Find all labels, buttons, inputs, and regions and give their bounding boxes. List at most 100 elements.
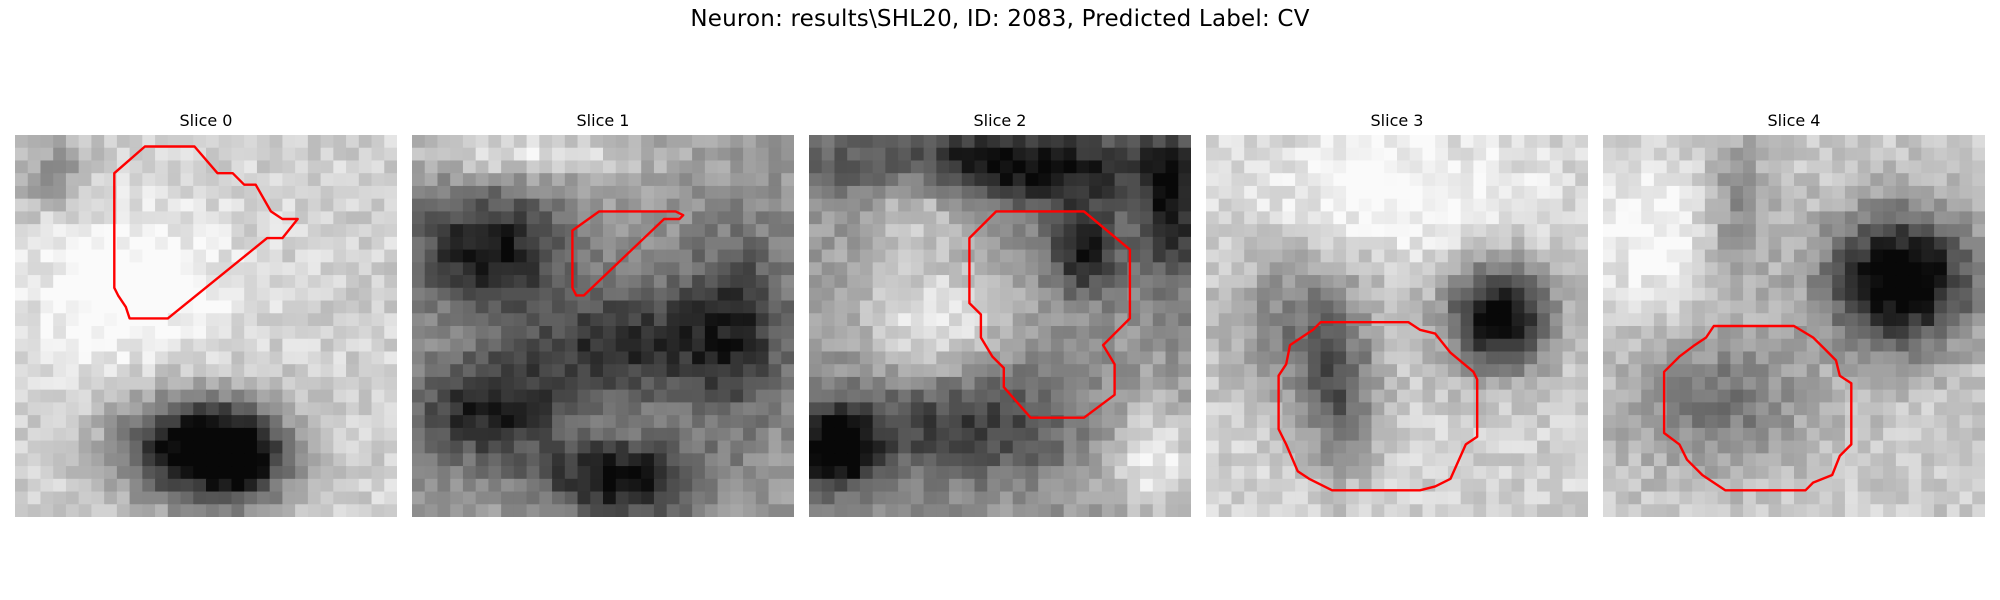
image-pixel <box>1615 198 1630 212</box>
image-pixel <box>1409 300 1424 314</box>
image-pixel <box>539 135 553 149</box>
image-pixel <box>821 402 836 416</box>
image-pixel <box>180 466 194 480</box>
image-pixel <box>1256 504 1271 517</box>
image-pixel <box>847 364 861 378</box>
image-pixel <box>1333 173 1347 187</box>
image-pixel <box>1921 440 1935 454</box>
image-pixel <box>1320 173 1334 187</box>
image-pixel <box>1076 440 1090 454</box>
image-pixel <box>692 415 706 429</box>
image-pixel <box>1089 427 1103 442</box>
image-pixel <box>653 415 668 429</box>
image-pixel <box>78 326 92 340</box>
image-pixel <box>475 300 489 314</box>
image-pixel <box>180 313 194 327</box>
image-pixel <box>129 198 143 212</box>
image-pixel <box>910 185 925 200</box>
image-pixel <box>333 491 347 505</box>
image-pixel <box>641 135 655 149</box>
image-pixel <box>949 376 963 391</box>
image-pixel <box>1666 351 1680 365</box>
image-pixel <box>936 300 950 314</box>
image-pixel <box>129 440 143 454</box>
image-pixel <box>1140 351 1154 365</box>
image-pixel <box>1050 236 1065 251</box>
image-pixel <box>1231 185 1245 200</box>
image-pixel <box>1498 389 1513 403</box>
image-pixel <box>1743 453 1757 467</box>
image-pixel <box>526 466 540 480</box>
image-pixel <box>704 478 719 493</box>
image-pixel <box>1114 300 1128 314</box>
image-pixel <box>949 478 963 493</box>
image-pixel <box>488 326 502 340</box>
image-pixel <box>590 491 604 505</box>
image-pixel <box>180 376 194 391</box>
image-pixel <box>1511 211 1525 225</box>
image-pixel <box>1346 313 1360 327</box>
image-pixel <box>1282 275 1296 289</box>
image-pixel <box>704 326 719 340</box>
image-pixel <box>346 338 360 353</box>
image-pixel <box>974 300 988 314</box>
image-pixel <box>1063 389 1077 403</box>
image-pixel <box>743 326 757 340</box>
image-pixel <box>653 440 668 454</box>
image-pixel <box>1269 338 1283 353</box>
image-pixel <box>244 198 258 212</box>
image-pixel <box>834 287 848 302</box>
image-pixel <box>1511 236 1525 251</box>
image-pixel <box>1844 198 1859 212</box>
image-pixel <box>949 249 963 263</box>
image-pixel <box>1870 160 1884 174</box>
image-pixel <box>628 147 642 162</box>
image-pixel <box>450 313 464 327</box>
image-pixel <box>603 504 617 517</box>
image-pixel <box>1895 224 1910 238</box>
image-pixel <box>269 338 283 353</box>
image-pixel <box>15 338 29 353</box>
image-pixel <box>1704 160 1719 174</box>
image-pixel <box>1615 135 1630 149</box>
image-pixel <box>488 376 502 391</box>
image-pixel <box>987 402 1001 416</box>
image-pixel <box>936 376 950 391</box>
image-pixel <box>1089 173 1103 187</box>
image-pixel <box>1895 466 1910 480</box>
image-pixel <box>65 453 80 467</box>
image-pixel <box>679 275 693 289</box>
image-pixel <box>730 376 744 391</box>
image-pixel <box>218 249 233 263</box>
image-pixel <box>193 236 207 251</box>
image-pixel <box>628 491 642 505</box>
image-pixel <box>384 249 397 263</box>
image-pixel <box>1397 313 1411 327</box>
image-pixel <box>155 402 169 416</box>
image-pixel <box>78 402 92 416</box>
image-pixel <box>346 287 360 302</box>
image-pixel <box>475 440 489 454</box>
image-pixel <box>307 287 322 302</box>
image-pixel <box>1114 249 1128 263</box>
image-pixel <box>730 262 744 276</box>
image-pixel <box>539 326 553 340</box>
image-pixel <box>1244 440 1258 454</box>
image-pixel <box>755 300 770 314</box>
image-pixel <box>1666 249 1680 263</box>
image-pixel <box>295 160 309 174</box>
image-pixel <box>295 224 309 238</box>
image-pixel <box>923 440 937 454</box>
image-pixel <box>1165 376 1179 391</box>
image-pixel <box>1152 466 1167 480</box>
image-pixel <box>450 275 464 289</box>
image-pixel <box>987 376 1001 391</box>
image-pixel <box>898 504 912 517</box>
image-pixel <box>1946 453 1961 467</box>
image-pixel <box>129 376 143 391</box>
image-pixel <box>218 287 233 302</box>
image-pixel <box>1946 211 1961 225</box>
image-pixel <box>1486 198 1500 212</box>
image-pixel <box>936 491 950 505</box>
image-pixel <box>1089 198 1103 212</box>
